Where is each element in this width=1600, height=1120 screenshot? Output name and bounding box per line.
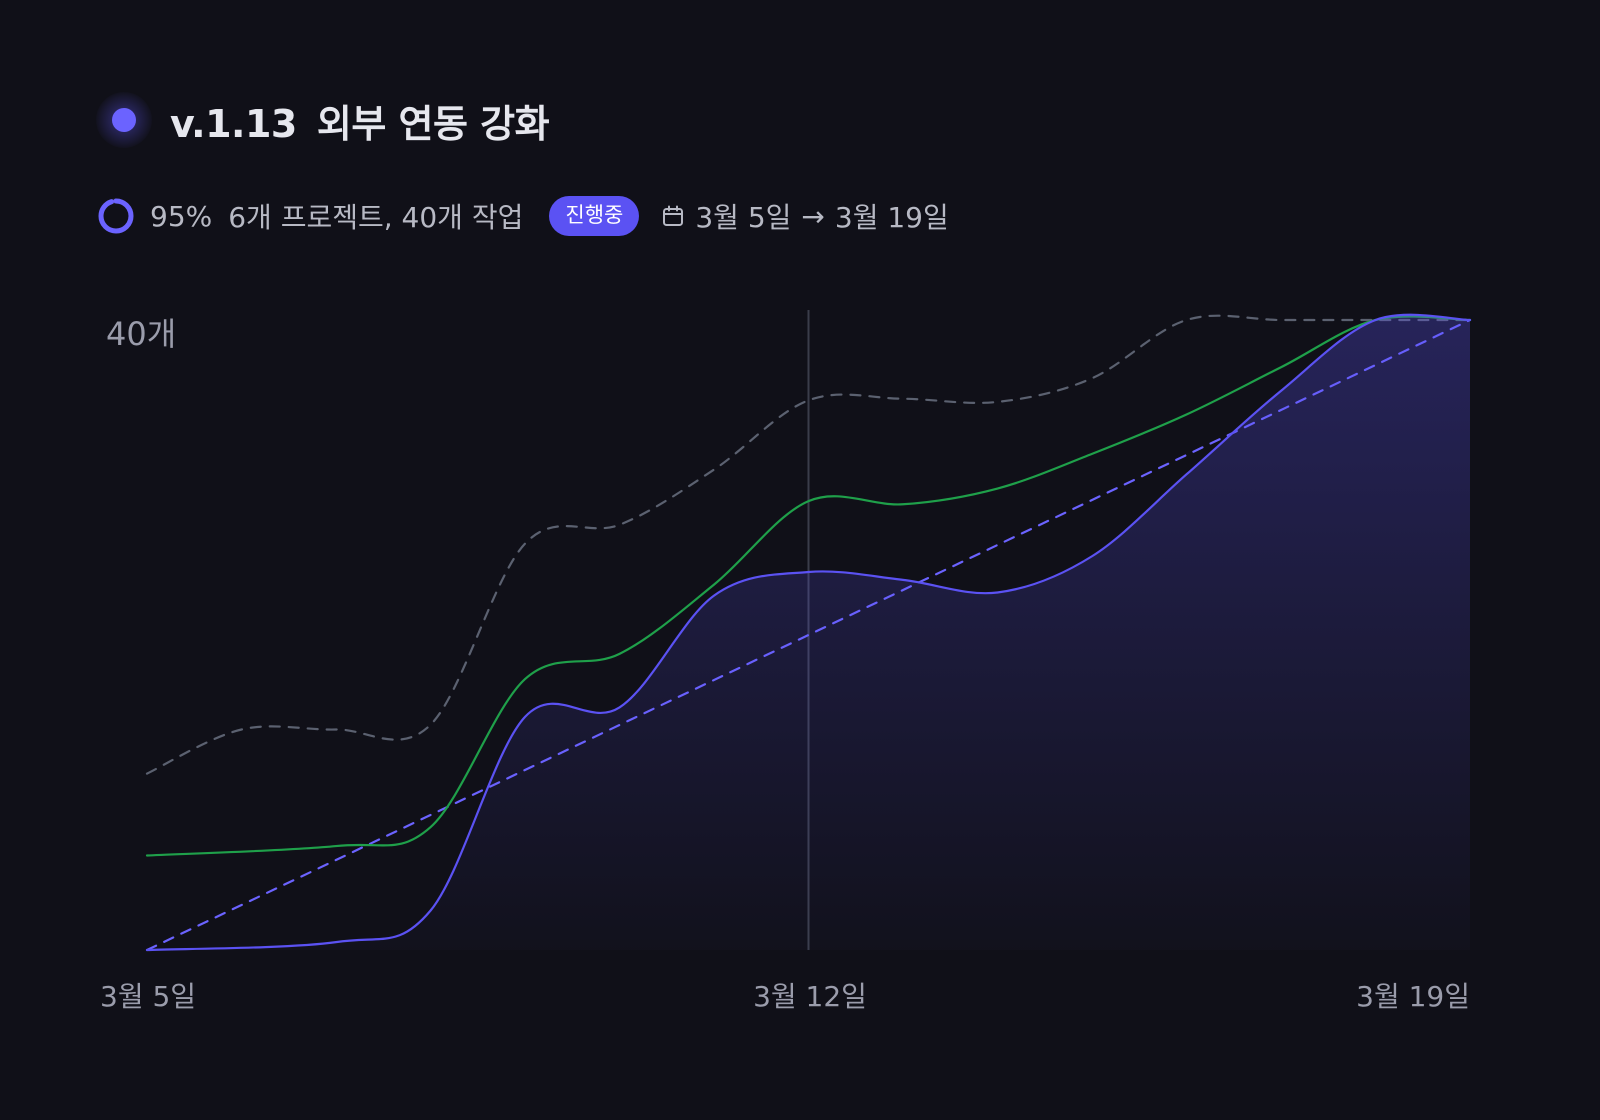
status-badge[interactable]: 진행중 [549,196,640,236]
progress-percent: 95% [150,199,213,233]
series-3-area [147,314,1470,950]
start-date[interactable]: 3월 5일 [695,201,792,234]
arrow-right-icon: → [801,199,825,233]
x-tick-label: 3월 12일 [753,980,867,1013]
release-title[interactable]: v.1.13 외부 연동 강화 [170,93,550,148]
x-tick-label: 3월 5일 [100,980,196,1013]
series-0-line [145,314,1472,775]
calendar-icon [663,205,684,226]
series-2-line [145,315,1472,857]
end-date[interactable]: 3월 19일 [834,201,949,234]
release-version: v.1.13 [170,101,297,146]
scope-counts: 6개 프로젝트, 40개 작업 [228,201,524,234]
y-max-label: 40개 [106,315,176,353]
release-status-dot-icon [96,92,152,148]
release-meta: 95% 6개 프로젝트, 40개 작업 진행중 3월 5일 → 3월 19일 [96,196,949,236]
x-tick-label: 3월 19일 [1356,980,1470,1013]
progress-ring-icon [98,198,134,234]
release-header: v.1.13 외부 연동 강화 [96,92,550,148]
release-name: 외부 연동 강화 [316,101,550,146]
series-3-line [145,313,1472,952]
